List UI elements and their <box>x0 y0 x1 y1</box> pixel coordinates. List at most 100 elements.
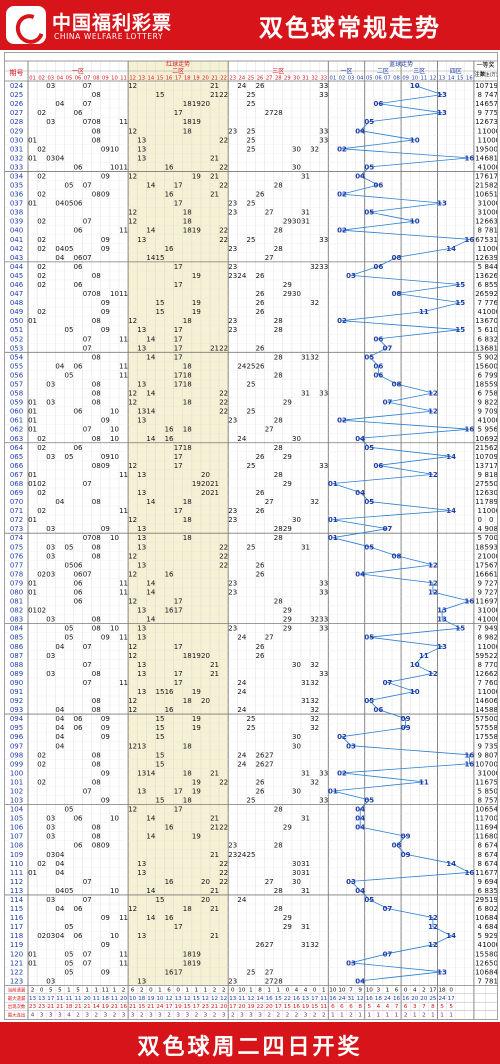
red-ball-mark: 05 <box>64 959 73 967</box>
red-number-header: 08 <box>93 76 100 82</box>
stats-value: 16 <box>402 996 410 1002</box>
red-ball-mark: 23 <box>228 851 237 859</box>
red-ball-mark: 12 <box>128 127 137 135</box>
red-ball-mark: 04 <box>55 715 64 723</box>
red-ball-mark: 14 <box>146 769 155 777</box>
stats-value: 3 <box>40 1013 44 1019</box>
red-ball-mark: 33 <box>319 625 328 633</box>
red-ball-mark: 15 <box>155 688 164 696</box>
winner-count: 1 <box>477 688 481 696</box>
red-ball-mark: 12 <box>128 317 137 325</box>
blue-ball-mark: 15 <box>455 299 465 307</box>
stats-value: 18 <box>375 996 383 1002</box>
stats-value: 15 <box>193 996 201 1002</box>
stats-value: 11 <box>93 996 101 1002</box>
red-ball-mark: 19 <box>192 724 201 732</box>
red-ball-mark: 08 <box>92 616 101 624</box>
red-ball-mark: 13 <box>137 534 146 542</box>
red-ball-mark: 04 <box>55 245 64 253</box>
stats-value: 1 <box>249 987 253 993</box>
blue-ball-mark: 11 <box>419 308 429 316</box>
red-ball-mark: 31 <box>301 869 310 877</box>
stats-value: 12 <box>202 996 209 1002</box>
red-ball-mark: 26 <box>256 362 265 370</box>
red-ball-mark: 20 <box>201 896 210 904</box>
winner-count: 11 <box>475 824 484 832</box>
red-ball-mark: 30 <box>292 869 301 877</box>
single-prize-value: 697 <box>485 598 497 606</box>
red-ball-mark: 30 <box>292 860 301 868</box>
red-ball-mark: 33 <box>319 670 328 678</box>
red-ball-mark: 26 <box>256 652 265 660</box>
stats-value: 2 <box>31 987 35 993</box>
logo-mark-icon <box>10 9 50 49</box>
stats-value: 19 <box>147 996 155 1002</box>
red-ball-mark: 08 <box>92 778 101 786</box>
winner-count: 26 <box>475 290 484 298</box>
issue-number: 104 <box>10 806 24 814</box>
winner-count: 11 <box>475 498 484 506</box>
stats-value: 24 <box>384 996 392 1002</box>
issue-number: 040 <box>10 227 23 235</box>
winner-count: 3 <box>477 769 481 777</box>
red-number-header: 15 <box>157 76 164 82</box>
red-ball-mark: 16 <box>165 688 174 696</box>
blue-ball-mark: 10 <box>410 82 420 90</box>
winner-count: 10 <box>475 453 484 461</box>
red-ball-mark: 28 <box>274 534 283 542</box>
red-ball-mark: 02 <box>37 236 46 244</box>
winner-count: 2 <box>477 552 481 560</box>
blue-ball-mark: 04 <box>355 815 365 823</box>
stats-value: 2 <box>167 1013 171 1019</box>
red-ball-mark: 06 <box>74 109 83 117</box>
red-ball-mark: 07 <box>83 787 92 795</box>
single-prize-value: 684 <box>485 968 497 976</box>
stats-value: 2 <box>140 1013 144 1019</box>
red-ball-mark: 28 <box>274 417 283 425</box>
stats-value: 16 <box>293 1004 301 1010</box>
red-ball-mark: 07 <box>83 896 92 904</box>
red-ball-mark: 03 <box>46 896 55 904</box>
red-ball-mark: 06 <box>74 570 83 578</box>
red-ball-mark: 06 <box>74 227 83 235</box>
red-ball-mark: 03 <box>46 652 55 660</box>
blue-ball-mark: 10 <box>410 136 420 144</box>
red-ball-mark: 24 <box>237 688 246 696</box>
red-ball-mark: 21 <box>210 815 219 823</box>
red-ball-mark: 21 <box>210 172 219 180</box>
issue-number: 072 <box>10 516 23 524</box>
red-ball-mark: 21 <box>210 480 219 488</box>
red-ball-mark: 19 <box>192 272 201 280</box>
red-ball-mark: 33 <box>319 616 328 624</box>
red-ball-mark: 30 <box>292 742 301 750</box>
red-ball-mark: 12 <box>128 643 137 651</box>
stats-value: 1 <box>358 1013 362 1019</box>
red-ball-mark: 21 <box>210 344 219 352</box>
red-ball-mark: 10 <box>110 435 119 443</box>
issue-number: 032 <box>10 154 23 162</box>
red-ball-mark: 30 <box>292 435 301 443</box>
red-ball-mark: 04 <box>55 254 64 262</box>
single-prize-value: 717 <box>485 462 497 470</box>
red-ball-mark: 13 <box>137 326 146 334</box>
red-ball-mark: 28 <box>274 471 283 479</box>
single-prize-value: 674 <box>485 851 497 859</box>
winner-count: 10 <box>475 914 484 922</box>
winner-count: 3 <box>477 209 481 217</box>
red-ball-mark: 11 <box>119 589 128 597</box>
red-ball-mark: 29 <box>283 824 292 832</box>
red-ball-mark: 25 <box>246 715 255 723</box>
winner-count: 6 <box>477 905 482 913</box>
red-ball-mark: 17 <box>174 643 183 651</box>
stats-value: 20 <box>266 1004 274 1010</box>
red-ball-mark: 06 <box>74 905 83 913</box>
red-ball-mark: 25 <box>246 362 255 370</box>
red-ball-mark: 28 <box>274 326 283 334</box>
blue-number-header: 01 <box>330 76 337 82</box>
red-number-header: 06 <box>75 76 82 82</box>
single-prize-value: 727 <box>485 579 497 587</box>
red-ball-mark: 03 <box>46 616 55 624</box>
red-ball-mark: 04 <box>55 733 64 741</box>
blue-ball-mark: 09 <box>401 851 411 859</box>
